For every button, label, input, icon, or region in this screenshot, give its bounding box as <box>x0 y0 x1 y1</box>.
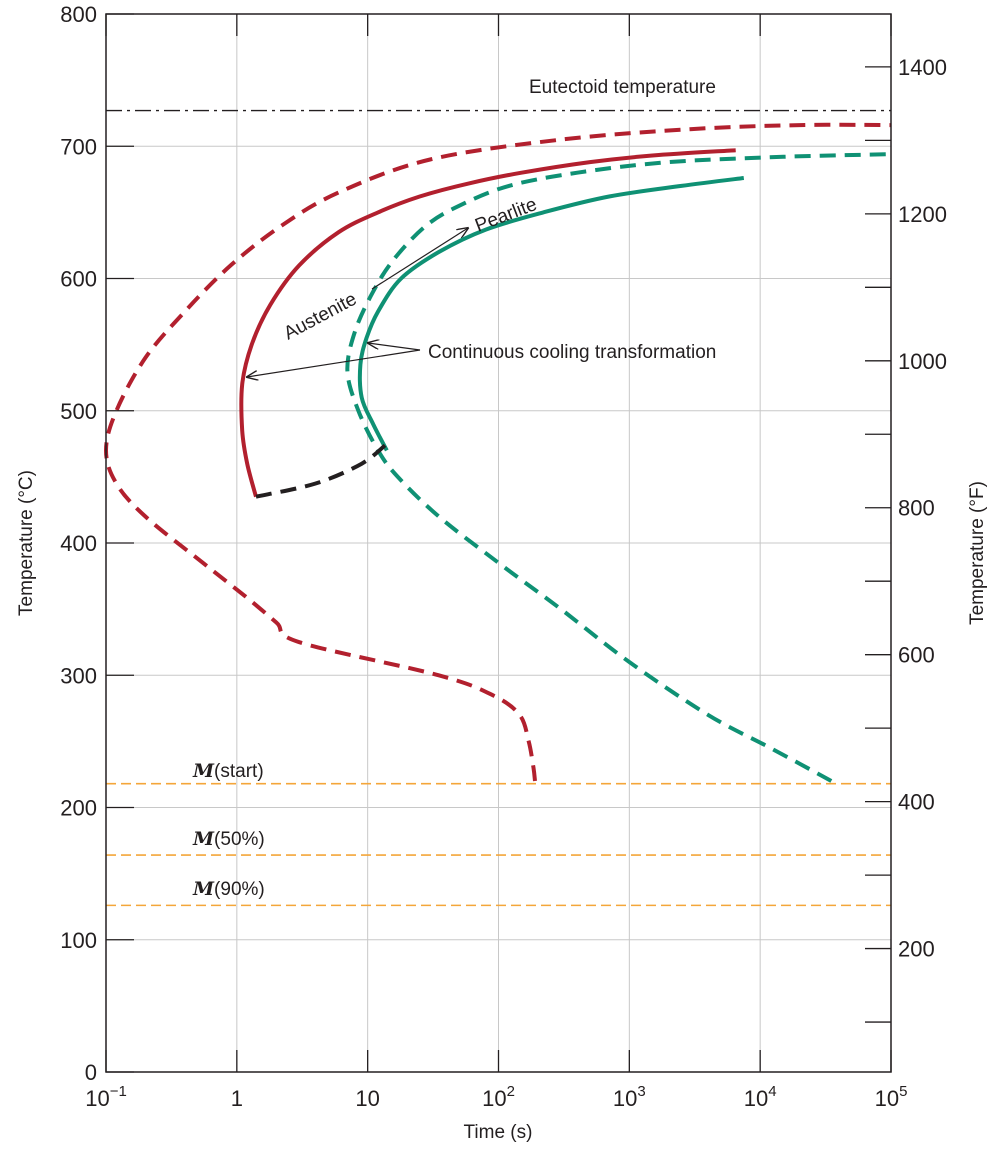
y-tick-labels: 0 100 200 300 400 500 600 700 800 <box>60 2 97 1085</box>
x-tick-label: 1 <box>231 1086 243 1111</box>
y-tick-label: 500 <box>60 399 97 424</box>
m-50-suffix: (50%) <box>214 829 265 850</box>
curve-cct_finish <box>357 176 745 452</box>
x-tick-base: 10 <box>613 1086 637 1111</box>
m-start-symbol: M <box>192 760 215 782</box>
y2-tick-label: 800 <box>898 496 935 521</box>
curve-iso_finish <box>345 152 892 783</box>
x-tick-exponent: 4 <box>768 1083 776 1100</box>
x-tick-base: 10 <box>875 1086 899 1111</box>
y2-tick-label: 600 <box>898 643 935 668</box>
x-tick-label: 103 <box>613 1083 646 1111</box>
y-tick-label: 100 <box>60 928 97 953</box>
y2-tick-label: 400 <box>898 790 935 815</box>
m-50-label: M(50%) <box>192 828 265 850</box>
austenite-pearlite-arrow <box>371 228 468 290</box>
y-tick-label: 300 <box>60 663 97 688</box>
m-start-label: M(start) <box>192 760 264 782</box>
reference-lines <box>106 109 891 907</box>
x-tick-label: 10−1 <box>85 1083 127 1111</box>
pearlite-label: Pearlite <box>472 194 540 237</box>
curve-cct_start <box>239 148 736 498</box>
curve-cutoff <box>255 442 389 499</box>
cct-arrow-green <box>368 343 421 351</box>
y2-tick-label: 1200 <box>898 202 947 227</box>
y2-tick-label: 1400 <box>898 55 947 80</box>
y-axis-title: Temperature (°C) <box>16 470 37 616</box>
y-tick-label: 200 <box>60 796 97 821</box>
x-tick-label: 105 <box>875 1083 908 1111</box>
x-tick-exponent: 3 <box>637 1083 645 1100</box>
eutectoid-label: Eutectoid temperature <box>529 77 716 98</box>
m-90-label: M(90%) <box>192 878 265 900</box>
m-start-suffix: (start) <box>214 761 264 782</box>
ticks <box>105 13 892 1073</box>
x-axis-title: Time (s) <box>464 1122 533 1143</box>
grid <box>105 13 892 1073</box>
y2-tick-labels: 200 400 600 800 1000 1200 1400 <box>898 55 947 962</box>
x-tick-label: 102 <box>482 1083 515 1111</box>
y-tick-label: 600 <box>60 267 97 292</box>
x-tick-exponent: −1 <box>110 1083 127 1100</box>
y-tick-label: 400 <box>60 531 97 556</box>
austenite-label: Austenite <box>280 289 360 345</box>
x-tick-base: 10 <box>355 1086 379 1111</box>
y-tick-label: 700 <box>60 134 97 159</box>
m-90-symbol: M <box>192 878 215 900</box>
x-tick-exponent: 5 <box>899 1083 907 1100</box>
x-tick-base: 10 <box>85 1086 109 1111</box>
y2-tick-label: 200 <box>898 937 935 962</box>
x-tick-base: 10 <box>482 1086 506 1111</box>
x-tick-label: 104 <box>744 1083 777 1111</box>
x-tick-labels: 10−1 1 10 102 103 104 105 <box>85 1083 907 1111</box>
y2-axis-title: Temperature (°F) <box>967 481 988 625</box>
x-tick-exponent: 2 <box>507 1083 515 1100</box>
cct-arrow-red <box>247 349 421 377</box>
curves <box>104 122 892 783</box>
y2-tick-label: 1000 <box>898 349 947 374</box>
m-50-symbol: M <box>192 828 215 850</box>
m-90-suffix: (90%) <box>214 879 265 900</box>
y-tick-label: 800 <box>60 2 97 27</box>
x-tick-base: 10 <box>744 1086 768 1111</box>
x-tick-label: 10 <box>355 1086 379 1111</box>
y-tick-label: 0 <box>85 1060 97 1085</box>
cct-label: Continuous cooling transformation <box>428 342 716 363</box>
x-tick-base: 1 <box>231 1086 243 1111</box>
